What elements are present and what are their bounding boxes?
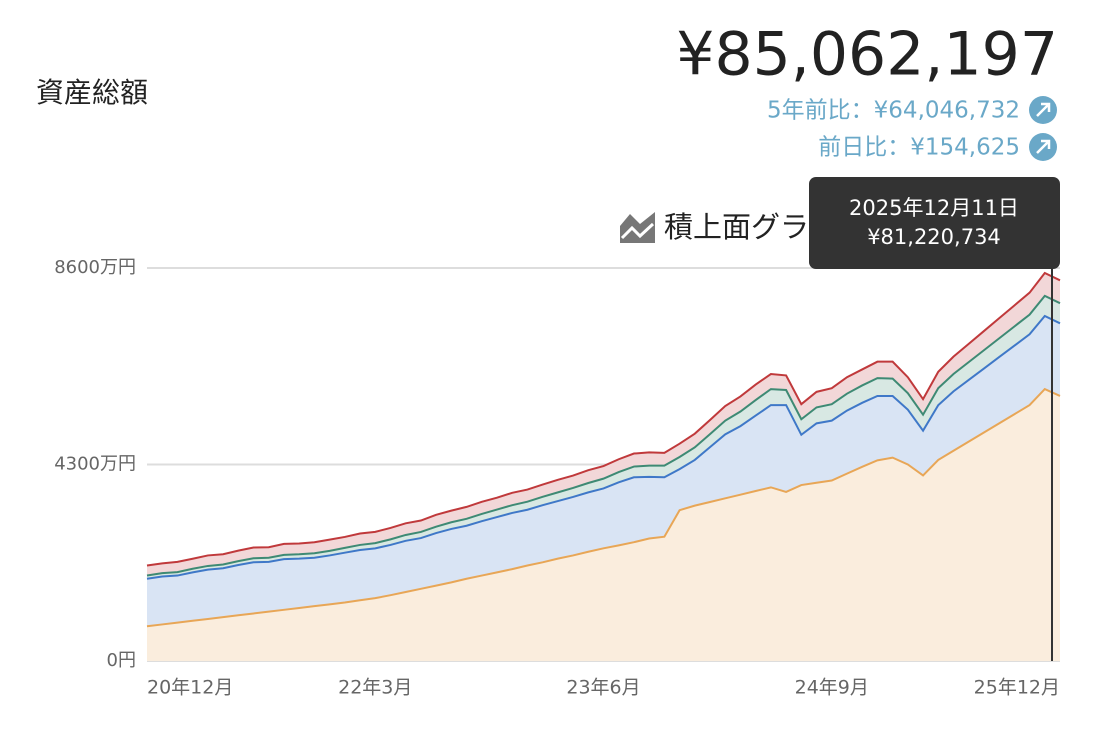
tooltip-date: 2025年12月11日: [849, 196, 1019, 220]
chart-icon: [620, 212, 655, 243]
change-5y: 5年前比：¥64,046,732: [767, 98, 1020, 124]
x-tick-label: 20年12月: [147, 677, 233, 699]
change-day: 前日比：¥154,625: [818, 135, 1020, 161]
series-line: [146, 294, 1061, 577]
total-amount: ¥85,062,197: [676, 20, 1058, 90]
y-tick-label: 0円: [107, 650, 136, 671]
x-tick-label: 25年12月: [974, 677, 1060, 699]
series-line: [146, 314, 1061, 580]
tooltip-value: ¥81,220,734: [867, 225, 1001, 249]
tooltip: [809, 177, 1060, 269]
y-tick-label: 8600万円: [54, 257, 136, 278]
x-tick-label: 24年9月: [795, 677, 869, 699]
page-label: 資産総額: [36, 76, 148, 109]
x-tick-label: 22年3月: [338, 677, 412, 699]
area: [147, 389, 1060, 661]
arrow-icon: [1029, 96, 1057, 124]
y-tick-label: 4300万円: [54, 454, 136, 475]
plot: 0円 4300万円 8600万円 20年12月 22年3月 23年6月 24年9月 25年12…: [54, 257, 1061, 699]
x-tick-label: 23年6月: [566, 677, 640, 699]
arrow-icon: [1029, 133, 1057, 161]
series-line: [146, 387, 1061, 628]
series-line: [146, 271, 1061, 567]
